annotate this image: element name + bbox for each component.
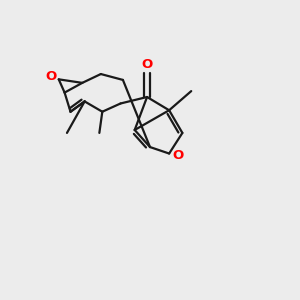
Text: O: O bbox=[141, 58, 153, 71]
Text: O: O bbox=[172, 148, 184, 161]
Text: O: O bbox=[46, 70, 57, 83]
